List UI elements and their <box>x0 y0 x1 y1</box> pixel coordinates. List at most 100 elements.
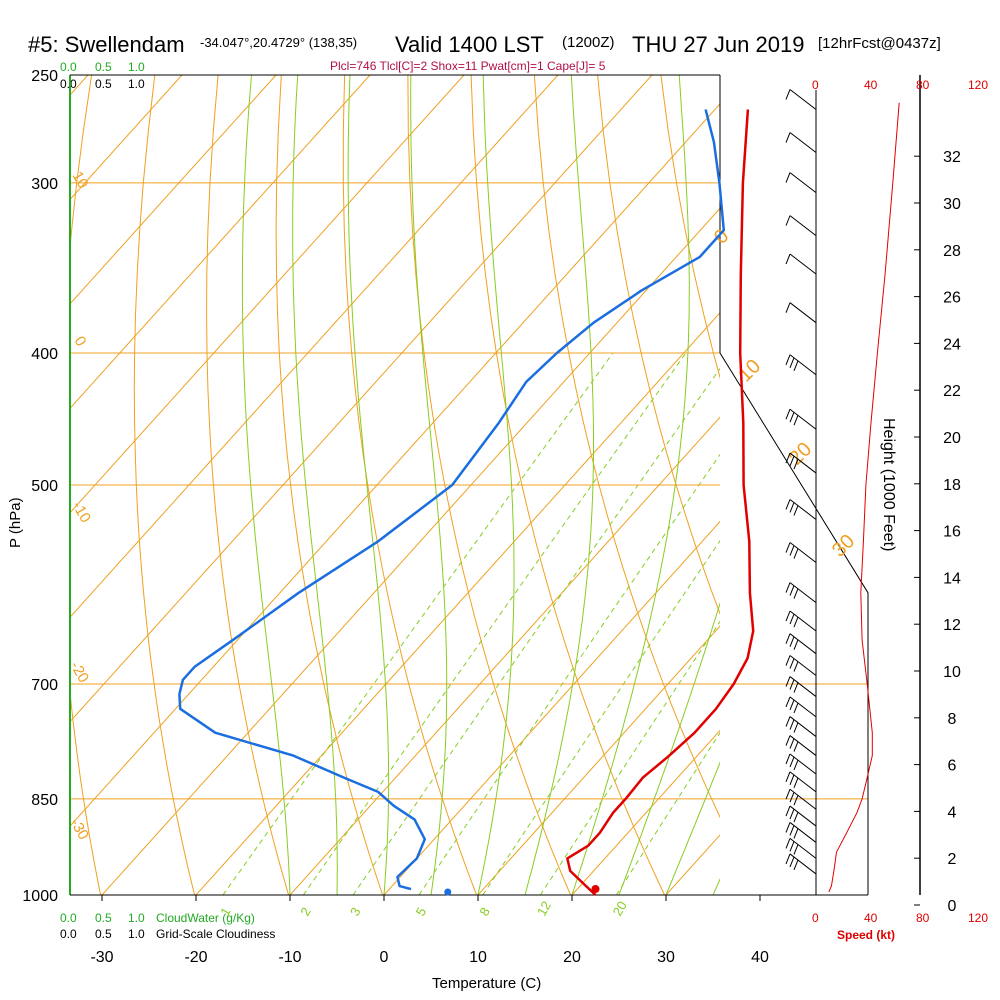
barb-flag <box>793 722 799 733</box>
barb-staff <box>789 172 817 194</box>
cloud-top-2: 1.0 <box>128 60 145 74</box>
mixing-ratio-line <box>539 620 720 895</box>
barb-flag <box>785 838 791 849</box>
wind-barb <box>785 676 817 697</box>
wind-barb <box>785 753 817 775</box>
wind-barb <box>785 253 817 275</box>
barb-flag <box>785 771 791 783</box>
wind-barb <box>785 215 817 237</box>
barb-flag <box>785 409 791 420</box>
speed-label-top: 120 <box>968 78 988 92</box>
height-tick-label: 22 <box>943 383 961 400</box>
barb-flag <box>785 354 791 365</box>
x-tick-label: 20 <box>563 949 581 966</box>
barb-flag <box>785 302 791 313</box>
barb-flag <box>789 357 795 368</box>
pressure-tick-label: 500 <box>31 478 58 495</box>
cloud-top-black-0: 0.0 <box>60 77 77 91</box>
x-tick-label: 30 <box>657 949 675 966</box>
barb-flag <box>785 89 791 100</box>
barb-flag <box>789 455 795 467</box>
isotherm-label: 0 <box>71 334 90 350</box>
speed-label-bottom: 120 <box>968 911 988 925</box>
axes <box>69 74 921 896</box>
barb-flag <box>785 610 791 622</box>
wind-speed-line <box>828 102 900 893</box>
barb-flag <box>793 702 799 714</box>
wind-barb <box>785 499 817 520</box>
moist-adiabat-line <box>571 75 690 895</box>
dry-adiabat-line <box>597 75 720 615</box>
height-axis-title: Height (1000 Feet) <box>880 418 897 551</box>
barb-flag <box>793 795 799 806</box>
isotherm-line <box>854 75 1000 895</box>
mixing-ratio-label: 5 <box>413 905 430 919</box>
height-tick-label: 8 <box>948 711 957 728</box>
mixing-ratio-label: 12 <box>534 898 554 918</box>
pressure-tick-label: 700 <box>31 677 58 694</box>
x-tick-label: -20 <box>184 949 207 966</box>
wind-barb <box>785 805 817 827</box>
height-tick-label: 32 <box>943 149 961 166</box>
cloudwater-2: 1.0 <box>128 911 145 925</box>
barb-flag <box>793 811 799 823</box>
barb-flag <box>789 856 795 868</box>
cloudwater-0: 0.0 <box>60 911 77 925</box>
barb-flag <box>793 844 799 855</box>
pressure-tick-label: 300 <box>31 176 58 193</box>
barb-flag <box>785 805 791 817</box>
barb-flag <box>793 741 799 752</box>
dry-adiabat-line <box>342 75 478 895</box>
barb-flag <box>785 655 791 666</box>
barb-flag <box>785 633 791 644</box>
dry-adiabat-line <box>977 75 1000 895</box>
mixing-ratio-label: 20 <box>610 898 630 918</box>
surface-dew-marker <box>444 888 452 896</box>
isotherm-line <box>70 75 277 305</box>
barb-flag <box>789 841 795 852</box>
barb-staff <box>789 302 817 324</box>
barb-flag <box>793 360 799 371</box>
height-tick-label: 14 <box>943 570 961 587</box>
barb-flag <box>785 582 791 593</box>
moist-adiabats <box>241 75 720 895</box>
barb-flag <box>789 585 795 596</box>
barb-flag <box>789 738 795 749</box>
temperature-line <box>566 109 755 896</box>
barb-flag <box>785 716 791 727</box>
barb-flag <box>789 502 795 513</box>
right-axis-lower <box>719 352 869 895</box>
height-tick-label: 4 <box>948 804 957 821</box>
wind-barb <box>785 771 817 793</box>
dry-adiabats <box>70 75 1000 895</box>
wind-barb <box>785 788 817 810</box>
barb-flag <box>789 636 795 647</box>
wind-barb <box>785 822 817 843</box>
moist-adiabat-line <box>524 75 594 895</box>
dry-adiabat-line <box>70 75 102 895</box>
wind-barb <box>785 89 817 110</box>
gridscale-2: 1.0 <box>128 927 145 941</box>
moist-adiabat-line <box>618 601 720 895</box>
barb-flag <box>789 774 795 786</box>
mixing-ratio-line <box>352 367 720 895</box>
barb-flag <box>785 172 791 183</box>
barb-flag <box>785 735 791 746</box>
isotherm-line <box>477 625 720 895</box>
mixing-ratio-line <box>302 352 687 895</box>
moist-adiabat-line <box>410 75 448 895</box>
height-tick-label: 26 <box>943 290 961 307</box>
height-tick-label: 2 <box>948 851 957 868</box>
speed-label-top: 0 <box>812 78 819 92</box>
gridscale-0: 0.0 <box>60 927 77 941</box>
wind-barb <box>785 655 817 676</box>
barb-flag <box>785 853 791 865</box>
dry-adiabat-line <box>133 75 196 895</box>
isotherm-label: -10 <box>69 499 95 526</box>
mixing-ratio-label: 2 <box>297 905 314 919</box>
barb-flag <box>785 822 791 833</box>
barb-flag <box>785 753 791 765</box>
cloud-top-black-2: 1.0 <box>128 77 145 91</box>
isotherm-label: 10 <box>69 169 92 192</box>
